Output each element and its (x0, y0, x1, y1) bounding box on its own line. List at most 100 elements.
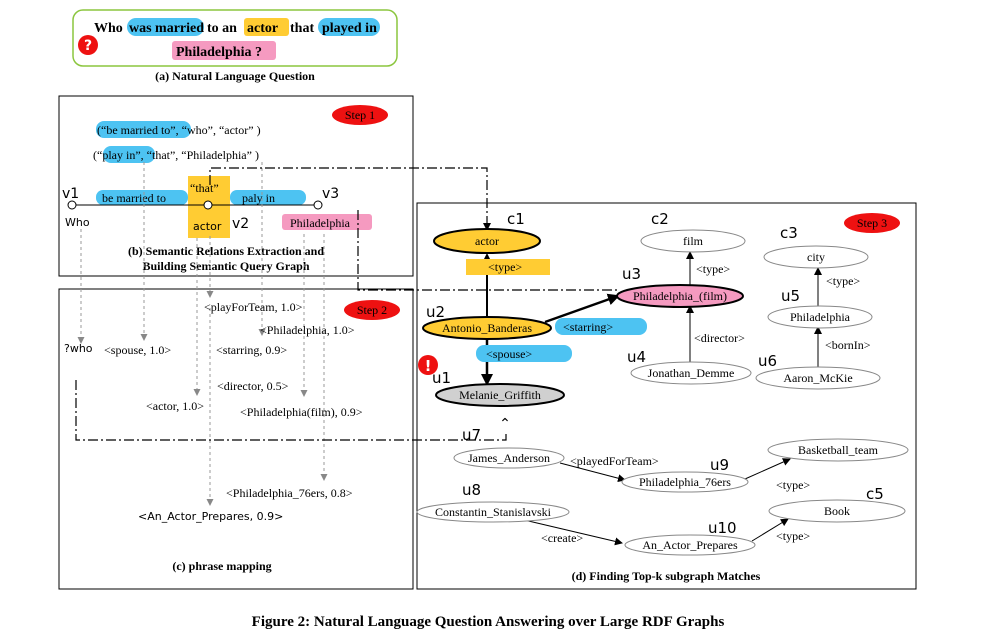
who-variable: ?who (64, 342, 93, 355)
node-philadelphia-label: Philadelphia (790, 310, 851, 324)
alert-glyph: ! (425, 357, 432, 375)
v1-node (67, 200, 77, 210)
edge-type-book: <type> (776, 529, 810, 543)
node-melanie-griffith-label: Melanie_Griffith (459, 388, 541, 402)
label-u6: u6 (758, 352, 777, 370)
svg-text:(“play in”, “that”, “Philadelp: (“play in”, “that”, “Philadelphia” ) (93, 148, 259, 162)
edge-type-basketball: <type> (776, 478, 810, 492)
node-philadelphia-76ers-label: Philadelphia_76ers (639, 475, 731, 489)
edge-playedforteam: <playedForTeam> (570, 454, 659, 468)
q-was-married: was married (129, 21, 204, 36)
label-u10: u10 (708, 519, 737, 537)
node-philadelphia-film (616, 284, 744, 308)
node-philadelphia-76ers (621, 471, 749, 493)
node-jonathan-demme (630, 361, 752, 385)
label-c1: c1 (507, 210, 525, 228)
caption-b-line1: (b) Semantic Relations Extraction and (128, 244, 324, 258)
q-philadelphia: Philadelphia ? (176, 45, 262, 60)
map-philadelphia: <Philadelphia, 1.0> (260, 323, 355, 337)
who-label: Who (65, 216, 90, 229)
v2-node (203, 200, 213, 210)
node-city (763, 245, 869, 269)
map-philadelphia-76ers: <Philadelphia_76ers, 0.8> (226, 486, 353, 500)
actor-label: actor (193, 220, 222, 233)
upward-chevron-icon: ⌃ (499, 416, 511, 432)
alert-icon (418, 355, 438, 375)
node-philadelphia (767, 305, 873, 329)
q-to-an: to an (207, 21, 237, 36)
node-constantin-stanislavski-label: Constantin_Stanislavski (435, 505, 552, 519)
node-aaron-mckie-label: Aaron_McKie (783, 371, 852, 385)
map-philadelphia-film: <Philadelphia(film), 0.9> (240, 405, 363, 419)
node-constantin-stanislavski (416, 501, 570, 523)
figure-caption: Figure 2: Natural Language Question Answ… (252, 614, 725, 630)
step3-label: Step 3 (857, 216, 887, 230)
that-label: “that” (190, 181, 219, 195)
edge-be-married-to: be married to (102, 191, 166, 205)
node-aaron-mckie (755, 366, 881, 390)
rel2-open: (“ (93, 148, 102, 162)
label-u5: u5 (781, 287, 800, 305)
panel-d: Step 3 ⌃ (75, 167, 917, 590)
svg-text:(“be married to”, “who”, “acto: (“be married to”, “who”, “actor” ) (97, 123, 261, 137)
caption-b-line2: Building Semantic Query Graph (142, 259, 309, 273)
node-book (768, 499, 906, 523)
map-an-actor-prepares: <An_Actor_Prepares, 0.9> (138, 510, 283, 523)
q-actor: actor (247, 21, 278, 36)
rel2-args: ”, “that”, “Philadelphia” ) (135, 148, 259, 162)
label-u2: u2 (426, 303, 445, 321)
map-director: <director, 0.5> (217, 379, 289, 393)
q-that: that (290, 21, 314, 36)
node-city-label: city (807, 250, 825, 264)
node-actor (433, 228, 541, 254)
node-basketball-team-label: Basketball_team (798, 443, 879, 457)
panel-c: Step 2 ?who <playForTeam, 1.0> <Philadel… (58, 162, 414, 590)
label-c5: c5 (866, 485, 884, 503)
node-book-label: Book (824, 504, 850, 518)
label-u7: u7 (462, 426, 481, 444)
v3-label: v3 (322, 186, 339, 202)
q-played-in: played in (322, 21, 377, 36)
step2-badge (344, 300, 400, 320)
rel2-phrase: play in (102, 148, 135, 162)
label-u1: u1 (432, 369, 451, 387)
label-c2: c2 (651, 210, 669, 228)
q-who: Who (94, 21, 123, 36)
node-james-anderson (453, 447, 565, 469)
edge-spouse: <spouse> (486, 347, 532, 361)
node-film (640, 229, 746, 253)
caption-a: (a) Natural Language Question (155, 69, 315, 83)
map-actor: <actor, 1.0> (146, 399, 204, 413)
philadelphia-label: Philadelphia (290, 216, 351, 230)
v3-node (313, 200, 323, 210)
v1-label: v1 (62, 186, 79, 202)
node-antonio-banderas-label: Antonio_Banderas (442, 321, 532, 335)
label-u3: u3 (622, 265, 641, 283)
label-u9: u9 (710, 456, 729, 474)
map-spouse: <spouse, 1.0> (104, 343, 171, 357)
caption-c: (c) phrase mapping (172, 559, 271, 573)
label-u4: u4 (627, 348, 646, 366)
edge-director: <director> (694, 331, 745, 345)
step3-badge (844, 213, 900, 233)
step1-label: Step 1 (345, 108, 375, 122)
node-an-actor-prepares (624, 534, 756, 556)
label-u8: u8 (462, 481, 481, 499)
question-badge-icon (78, 35, 98, 55)
edge-create: <create> (541, 531, 583, 545)
step2-label: Step 2 (357, 303, 387, 317)
edge-type-actor: <type> (488, 260, 522, 274)
node-actor-label: actor (475, 234, 499, 248)
caption-d: (d) Finding Top-k subgraph Matches (572, 569, 761, 583)
map-starring: <starring, 0.9> (216, 343, 287, 357)
edge-type-city: <type> (826, 274, 860, 288)
node-antonio-banderas (422, 316, 552, 340)
rel1-args: , “who”, “actor” ) (176, 123, 261, 137)
node-film-label: film (683, 234, 704, 248)
label-c3: c3 (780, 224, 798, 242)
rel1-phrase: (“be married to” (97, 123, 176, 137)
node-melanie-griffith (435, 383, 565, 407)
edge-paly-in: paly in (242, 191, 275, 205)
node-james-anderson-label: James_Anderson (468, 451, 550, 465)
node-philadelphia-film-label: Philadelphia_(film) (633, 289, 727, 303)
